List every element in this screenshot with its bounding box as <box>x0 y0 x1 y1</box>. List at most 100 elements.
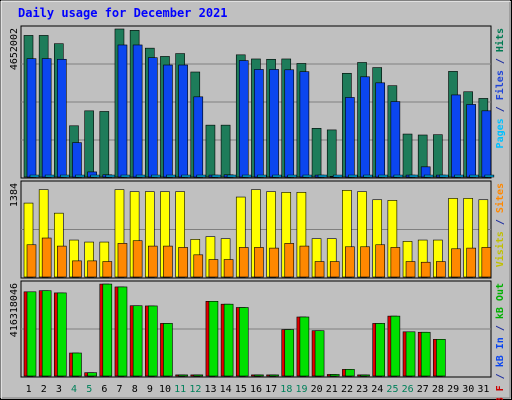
bar-pages <box>363 174 373 178</box>
day-label: 23 <box>356 384 368 395</box>
day-label: 3 <box>56 384 62 395</box>
bar-pages <box>302 174 313 178</box>
bar-kb-out <box>405 331 416 377</box>
bar-sites <box>254 247 264 278</box>
bar-pages <box>135 174 146 178</box>
day-label: 17 <box>265 384 277 395</box>
bar-files <box>57 58 67 178</box>
bar-sites <box>87 260 97 278</box>
bar-sites <box>57 245 67 278</box>
day-label: 9 <box>147 384 153 395</box>
bar-pages <box>287 174 298 178</box>
bar-files <box>238 60 249 178</box>
chart-title: Daily usage for December 2021 <box>18 6 228 20</box>
day-label: 12 <box>189 384 201 395</box>
bar-kb-out <box>284 329 295 377</box>
bar-files <box>375 82 386 178</box>
bar-pages <box>90 174 100 178</box>
bar-kb-out <box>223 303 234 377</box>
day-label: 13 <box>204 384 216 395</box>
bar-files <box>284 69 295 178</box>
bar-files <box>254 69 264 178</box>
day-label: 30 <box>462 384 474 395</box>
bar-sites <box>132 240 143 278</box>
bar-kb-out <box>102 283 113 377</box>
day-label: 2 <box>41 384 47 395</box>
bar-pages <box>393 174 404 178</box>
bar-files <box>360 76 370 178</box>
day-label: 28 <box>432 384 444 395</box>
bar-pages <box>60 174 70 178</box>
bar-kb-out <box>420 331 431 377</box>
bar-hits <box>220 124 231 178</box>
bar-hits <box>84 110 94 178</box>
y-axis-max-label: 4652002 <box>9 28 20 70</box>
series-label-part: Visits <box>494 231 506 267</box>
bar-kb-out <box>269 374 279 377</box>
series-label-part: Pages <box>495 118 506 148</box>
day-label: 7 <box>117 384 123 395</box>
series-label-part: / <box>495 213 506 231</box>
day-label: 26 <box>402 384 414 395</box>
day-label: 10 <box>159 384 171 395</box>
bar-sites <box>208 259 219 278</box>
bar-pages <box>272 174 282 178</box>
day-label: 18 <box>280 384 292 395</box>
bar-kb-out <box>57 292 67 377</box>
bar-files <box>163 64 173 178</box>
bar-sites <box>269 247 279 278</box>
bar-sites <box>178 247 188 278</box>
bar-kb-out <box>147 305 158 377</box>
day-label: 20 <box>311 384 323 395</box>
series-label: Pages / Files / Hits <box>494 28 506 148</box>
bar-pages <box>469 174 479 178</box>
bar-sites <box>41 237 52 278</box>
bar-sites <box>26 244 37 278</box>
series-label: Visits / Sites <box>494 183 506 267</box>
bar-pages <box>348 174 358 178</box>
bar-files <box>451 94 461 178</box>
bar-pages <box>196 174 207 178</box>
day-label: 19 <box>295 384 307 395</box>
bar-pages <box>29 174 40 178</box>
bar-sites <box>451 248 461 278</box>
bar-kb-out <box>26 291 37 377</box>
bar-files <box>41 58 52 178</box>
bar-pages <box>181 174 191 178</box>
bar-sites <box>405 261 416 278</box>
bar-files <box>132 44 143 178</box>
bar-sites <box>345 246 355 278</box>
bar-pages <box>454 174 464 178</box>
series-label-part: kB F <box>495 385 506 400</box>
day-label: 31 <box>477 384 489 395</box>
bar-files <box>466 104 476 178</box>
bar-pages <box>150 174 161 178</box>
series-label-part: Hits <box>494 28 506 52</box>
bar-pages <box>75 174 85 178</box>
bar-kb-out <box>299 316 310 377</box>
bar-kb-out <box>208 301 219 377</box>
bar-hits <box>205 124 216 178</box>
bar-files <box>390 101 401 178</box>
bar-kb-out <box>360 374 370 377</box>
bar-sites <box>375 244 386 278</box>
bar-files <box>147 57 158 178</box>
bar-files <box>26 58 37 178</box>
bar-kb-out <box>436 339 446 377</box>
bar-kb-out <box>314 330 325 377</box>
bar-sites <box>238 247 249 278</box>
bar-kb-out <box>375 323 386 377</box>
series-label-part: / <box>495 52 506 70</box>
series-label-part: Sites <box>494 183 506 213</box>
bar-sites <box>223 259 234 278</box>
bar-sites <box>329 261 340 278</box>
bar-kb-out <box>132 305 143 377</box>
bar-pages <box>439 174 449 178</box>
bar-sites <box>117 243 128 278</box>
day-label: 24 <box>371 384 383 395</box>
series-label: kB F / kB In / kB Out <box>495 283 506 400</box>
bar-hits <box>99 111 110 178</box>
bar-kb-out <box>254 374 264 377</box>
